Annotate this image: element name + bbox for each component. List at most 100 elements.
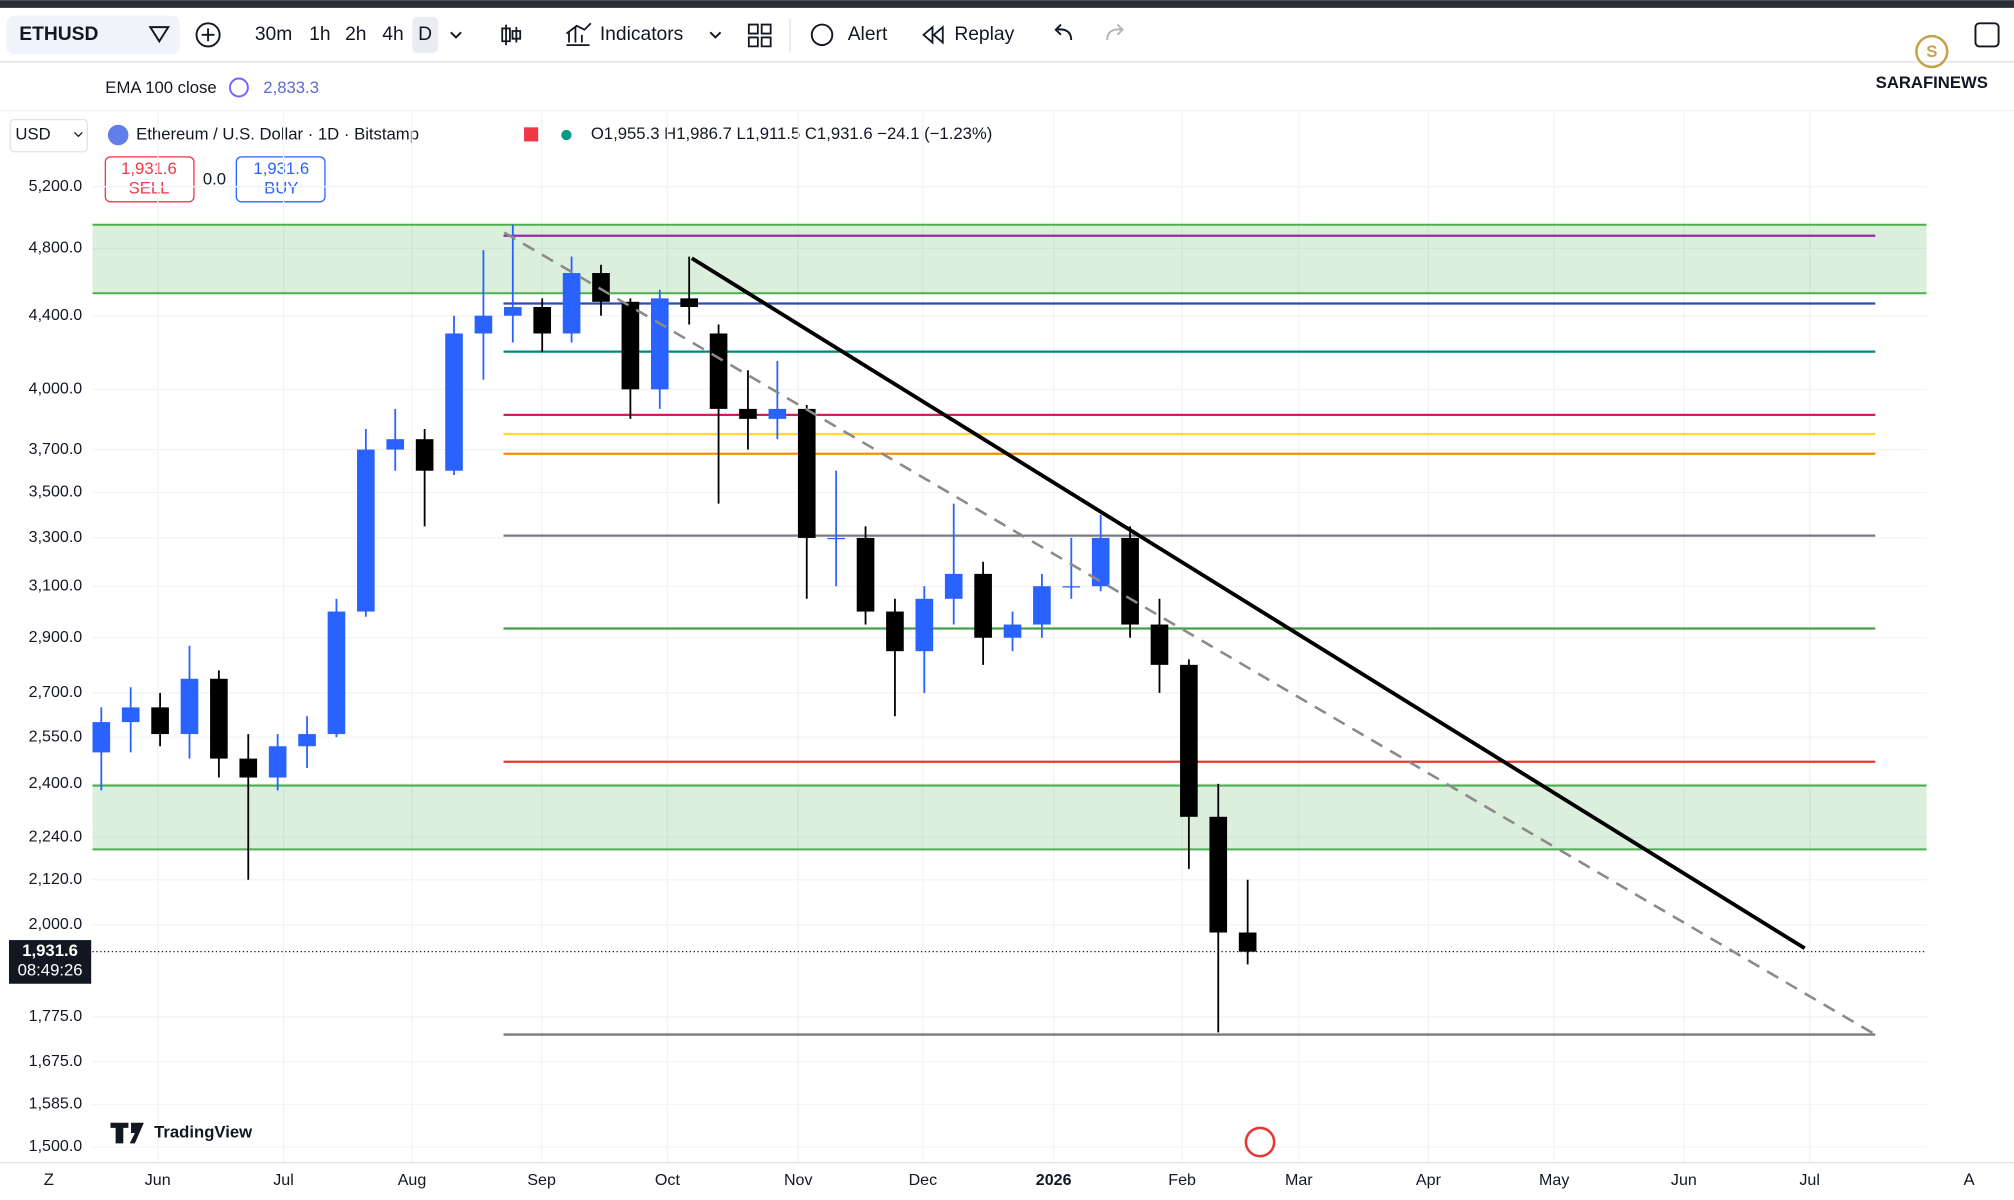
alert[interactable]: Alert bbox=[848, 24, 888, 45]
x-tick-label: Oct bbox=[655, 1171, 681, 1189]
candle-body bbox=[1091, 537, 1110, 587]
zoom[interactable]: Z bbox=[44, 1170, 54, 1189]
y-tick-label: 4,800.0 bbox=[29, 239, 83, 257]
candle-body bbox=[1209, 816, 1228, 933]
axes: 5,200.0 4,800.0 4,400.0 4,000.0 3,700.0 3,500… bbox=[8, 177, 1820, 1189]
symbol[interactable]: ETHUSD bbox=[19, 24, 98, 45]
candle-body bbox=[974, 573, 992, 638]
watermark-logo bbox=[1915, 34, 1949, 69]
candle-body bbox=[768, 408, 787, 419]
timeframe[interactable]: D bbox=[418, 24, 432, 45]
candle-body bbox=[1062, 586, 1081, 588]
candle-body bbox=[1003, 624, 1022, 638]
replay[interactable]: Replay bbox=[954, 24, 1014, 45]
ema-label[interactable]: EMA 100 close bbox=[105, 78, 216, 97]
top-bar bbox=[0, 0, 2014, 8]
y-tick-label: 1,775.0 bbox=[29, 1007, 83, 1025]
candle-body bbox=[886, 611, 904, 652]
undo[interactable] bbox=[1054, 23, 1073, 41]
candle-body bbox=[592, 273, 610, 302]
candle-body bbox=[445, 333, 463, 471]
open: O1,955.3 bbox=[591, 124, 660, 143]
y-tick-label: 4,400.0 bbox=[29, 306, 83, 324]
layout-icon[interactable] bbox=[747, 23, 772, 48]
x-tick-label: Jun bbox=[1671, 1171, 1697, 1189]
y-tick-label: 2,240.0 bbox=[29, 827, 83, 845]
y-tick-label: 3,300.0 bbox=[29, 528, 83, 546]
y-tick-label: 1,585.0 bbox=[29, 1095, 83, 1113]
y-tick-label: 2,700.0 bbox=[29, 683, 83, 701]
auto-scale[interactable]: A bbox=[1963, 1170, 1975, 1189]
countdown: 08:49:26 bbox=[18, 960, 83, 979]
x-tick-label: Feb bbox=[1168, 1171, 1196, 1189]
x-tick-label: Jun bbox=[145, 1171, 171, 1189]
x-tick-label: Jul bbox=[1799, 1171, 1820, 1189]
candle-body bbox=[827, 537, 845, 540]
x-tick-label: Mar bbox=[1285, 1171, 1313, 1189]
timeframe[interactable]: 2h bbox=[345, 24, 366, 45]
buy-price[interactable]: 1,931.6 bbox=[253, 159, 309, 178]
y-tick-label: 2,550.0 bbox=[29, 727, 83, 745]
last-price-label: 1,931.6 bbox=[22, 941, 78, 960]
timeframe[interactable]: 4h bbox=[382, 24, 403, 45]
grid bbox=[92, 113, 1927, 1163]
currency[interactable]: USD bbox=[15, 124, 50, 143]
x-tick-label: Dec bbox=[909, 1171, 938, 1189]
sell-price[interactable]: 1,931.6 bbox=[121, 159, 177, 178]
timeframe[interactable]: 30m bbox=[255, 24, 292, 45]
trendline bbox=[690, 256, 1806, 950]
candle-body bbox=[92, 722, 111, 753]
add-icon[interactable] bbox=[195, 22, 221, 48]
y-tick-label: 2,400.0 bbox=[29, 774, 83, 792]
candle-body bbox=[268, 746, 287, 778]
symbol-box[interactable] bbox=[6, 15, 180, 55]
watermark: SARAFINEWS bbox=[1876, 73, 1988, 92]
candle-body bbox=[239, 758, 258, 778]
x-tick-label: Apr bbox=[1416, 1171, 1442, 1189]
redo[interactable] bbox=[1106, 23, 1124, 41]
ema-icon bbox=[228, 77, 249, 98]
spread: 0.0 bbox=[203, 169, 226, 188]
x-tick-label: 2026 bbox=[1036, 1171, 1072, 1189]
watermark-logo: S bbox=[1926, 42, 1937, 61]
y-tick-label: 2,120.0 bbox=[29, 870, 83, 888]
x-tick-label: Aug bbox=[398, 1171, 427, 1189]
candle-body bbox=[621, 301, 640, 390]
buy-button[interactable] bbox=[235, 156, 326, 203]
event-icon[interactable] bbox=[1244, 1126, 1276, 1158]
candle-body bbox=[709, 333, 728, 409]
icon[interactable] bbox=[148, 26, 171, 44]
chart-type-icon[interactable] bbox=[501, 24, 522, 46]
x-tick-label: Sep bbox=[527, 1171, 556, 1189]
candle-body bbox=[562, 273, 581, 334]
sell-button[interactable] bbox=[104, 156, 195, 203]
candle-body bbox=[1033, 586, 1051, 625]
candle-body bbox=[474, 315, 493, 334]
change: −24.1 (−1.23%) bbox=[877, 124, 992, 143]
y-tick-label: 5,200.0 bbox=[29, 177, 83, 195]
buy[interactable]: BUY bbox=[264, 178, 298, 197]
candle-body bbox=[797, 408, 816, 538]
instrument: Ethereum / U.S. Dollar · 1D · Bitstamp bbox=[136, 124, 419, 143]
indicators-icon bbox=[565, 22, 592, 47]
brand-logo bbox=[110, 1122, 144, 1144]
currency-box[interactable] bbox=[9, 118, 88, 153]
candle-body bbox=[210, 678, 228, 759]
chevron[interactable] bbox=[709, 31, 722, 39]
candle-body bbox=[503, 306, 522, 316]
indicators[interactable]: Indicators bbox=[600, 24, 683, 45]
timeframe[interactable]: 1h bbox=[309, 24, 330, 45]
y-tick-label: 4,000.0 bbox=[29, 380, 83, 398]
candle-body bbox=[151, 707, 169, 735]
fullscreen[interactable] bbox=[1974, 22, 2000, 48]
ohlc: O1,955.3 H1,986.7 L1,911.5 C1,931.6 −24.… bbox=[591, 124, 992, 143]
eth-icon bbox=[107, 124, 129, 146]
chevron[interactable] bbox=[450, 31, 462, 39]
candle-body bbox=[915, 598, 934, 652]
y-tick-label: 2,900.0 bbox=[29, 628, 83, 646]
sell[interactable]: SELL bbox=[129, 178, 170, 197]
y-tick-label: 3,100.0 bbox=[29, 576, 83, 594]
candle-body bbox=[739, 408, 757, 419]
y-tick-label: 1,675.0 bbox=[29, 1052, 83, 1070]
